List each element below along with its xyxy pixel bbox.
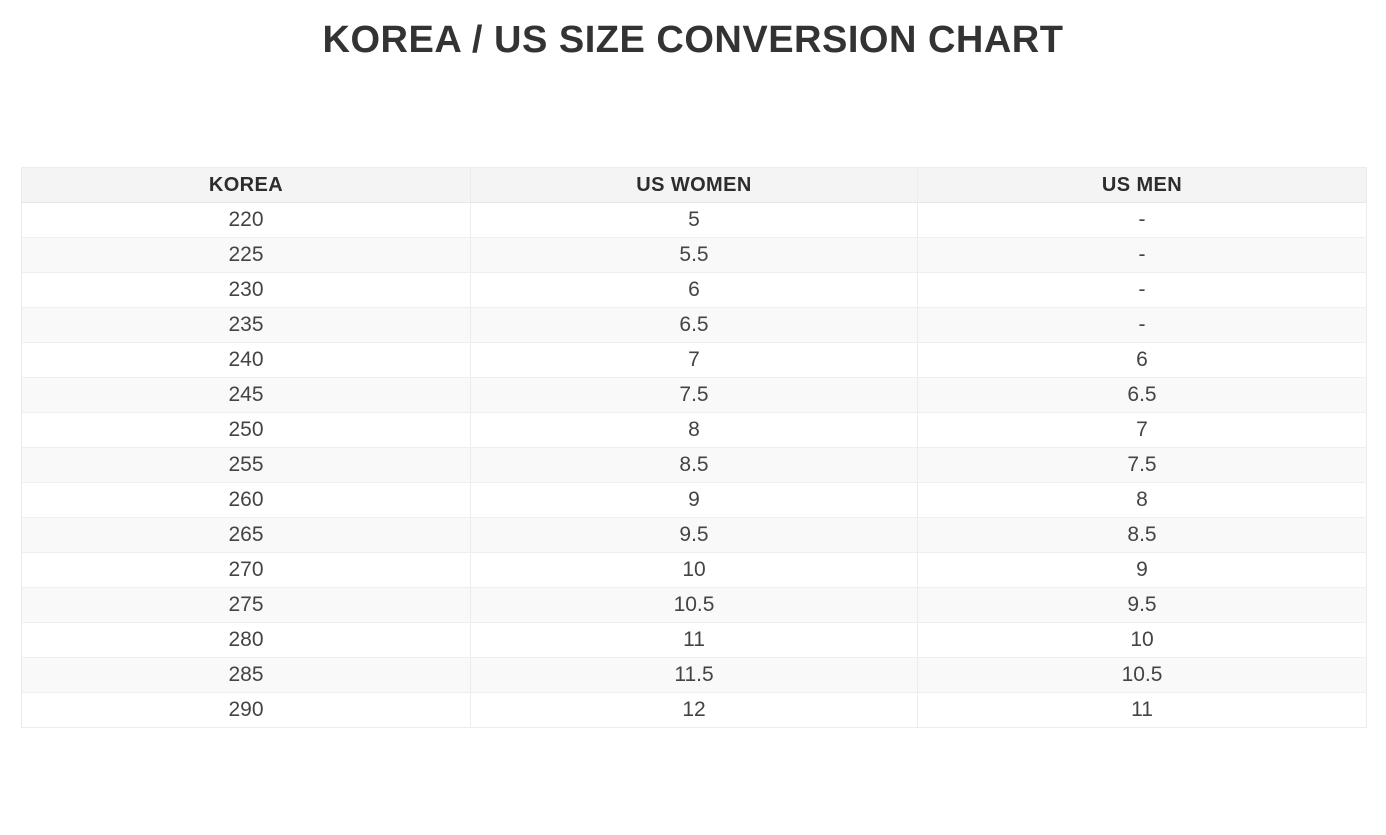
cell-korea: 235 (21, 307, 471, 343)
cell-korea: 245 (21, 377, 471, 413)
table-row: 280 11 10 (21, 622, 1367, 658)
table-row: 230 6- (21, 272, 1367, 308)
table-row: 255 8.5 7.5 (21, 447, 1367, 483)
size-table-container: KOREA US WOMEN US MEN 220 5-225 5.5-230 6-2… (21, 167, 1367, 728)
cell-us-men: 11 (917, 692, 1367, 728)
cell-korea: 270 (21, 552, 471, 588)
cell-us-men: 6.5 (917, 377, 1367, 413)
table-body: 220 5-225 5.5-230 6-235 6.5-240 7 6 245 7.5 6.5 25… (21, 202, 1367, 728)
cell-us-women: 12 (470, 692, 918, 728)
cell-us-women: 6.5 (470, 307, 918, 343)
cell-korea: 280 (21, 622, 471, 658)
cell-korea: 225 (21, 237, 471, 273)
table-row: 270 10 9 (21, 552, 1367, 588)
cell-korea: 260 (21, 482, 471, 518)
cell-us-men: 10 (917, 622, 1367, 658)
size-conversion-table: KOREA US WOMEN US MEN 220 5-225 5.5-230 6-2… (21, 167, 1367, 728)
cell-us-women: 11 (470, 622, 918, 658)
table-row: 240 7 6 (21, 342, 1367, 378)
cell-us-women: 7 (470, 342, 918, 378)
table-row: 250 8 7 (21, 412, 1367, 448)
cell-us-men: 8.5 (917, 517, 1367, 553)
cell-us-men: 10.5 (917, 657, 1367, 693)
cell-us-men: 7 (917, 412, 1367, 448)
cell-us-women: 7.5 (470, 377, 918, 413)
table-header: KOREA US WOMEN US MEN (21, 167, 1367, 203)
cell-us-men: 8 (917, 482, 1367, 518)
cell-us-women: 9.5 (470, 517, 918, 553)
cell-us-men: 9 (917, 552, 1367, 588)
table-row: 285 11.5 10.5 (21, 657, 1367, 693)
cell-korea: 240 (21, 342, 471, 378)
cell-us-women: 10.5 (470, 587, 918, 623)
table-row: 235 6.5- (21, 307, 1367, 343)
cell-us-women: 5.5 (470, 237, 918, 273)
cell-us-men: 6 (917, 342, 1367, 378)
table-row: 245 7.5 6.5 (21, 377, 1367, 413)
cell-korea: 250 (21, 412, 471, 448)
table-row: 225 5.5- (21, 237, 1367, 273)
cell-us-men: - (917, 307, 1367, 343)
cell-us-men: - (917, 202, 1367, 238)
cell-us-women: 5 (470, 202, 918, 238)
cell-us-men: - (917, 237, 1367, 273)
cell-us-men: - (917, 272, 1367, 308)
column-header-us-women: US WOMEN (470, 167, 918, 203)
cell-us-women: 11.5 (470, 657, 918, 693)
table-header-row: KOREA US WOMEN US MEN (21, 167, 1367, 203)
cell-korea: 230 (21, 272, 471, 308)
column-header-us-men: US MEN (917, 167, 1367, 203)
column-header-korea: KOREA (21, 167, 471, 203)
cell-us-women: 8.5 (470, 447, 918, 483)
cell-korea: 265 (21, 517, 471, 553)
cell-us-men: 9.5 (917, 587, 1367, 623)
cell-korea: 275 (21, 587, 471, 623)
cell-korea: 285 (21, 657, 471, 693)
table-row: 265 9.5 8.5 (21, 517, 1367, 553)
cell-us-men: 7.5 (917, 447, 1367, 483)
cell-korea: 290 (21, 692, 471, 728)
cell-us-women: 8 (470, 412, 918, 448)
table-row: 260 9 8 (21, 482, 1367, 518)
cell-us-women: 10 (470, 552, 918, 588)
table-row: 220 5- (21, 202, 1367, 238)
table-row: 275 10.5 9.5 (21, 587, 1367, 623)
table-row: 290 12 11 (21, 692, 1367, 728)
cell-korea: 220 (21, 202, 471, 238)
cell-us-women: 9 (470, 482, 918, 518)
cell-us-women: 6 (470, 272, 918, 308)
page-title: KOREA / US SIZE CONVERSION CHART (322, 19, 1064, 61)
cell-korea: 255 (21, 447, 471, 483)
